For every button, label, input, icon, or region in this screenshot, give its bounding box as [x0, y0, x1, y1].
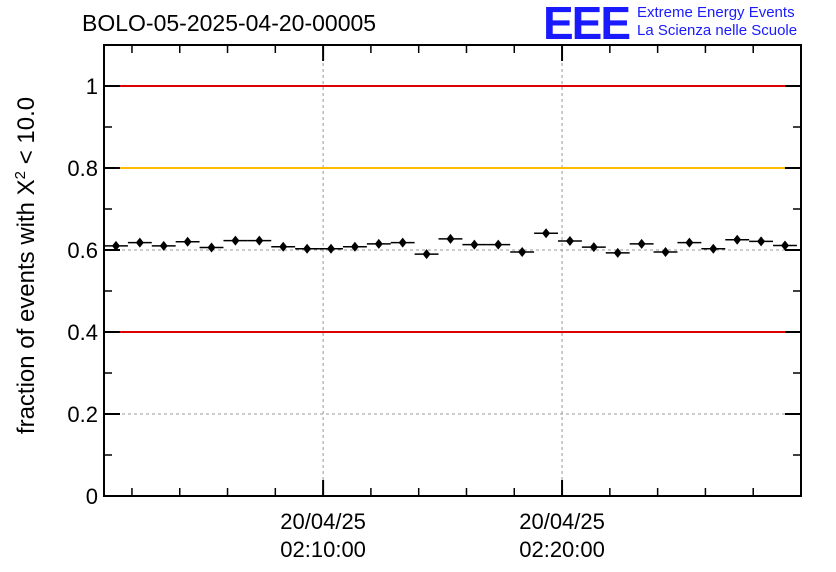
data-point: [446, 233, 455, 244]
data-point: [111, 240, 120, 251]
y-tick-label: 0.4: [67, 320, 98, 345]
data-point: [183, 236, 192, 247]
data-point: [135, 237, 144, 248]
data-point: [780, 240, 789, 251]
data-point: [518, 247, 527, 258]
data-point: [326, 243, 335, 254]
chart-title: BOLO-05-2025-04-20-00005: [82, 10, 377, 36]
data-point: [661, 247, 670, 258]
y-tick-label: 0.6: [67, 238, 98, 263]
logo-caption-line1: Extreme Energy Events: [637, 4, 795, 21]
y-axis-label-exponent: 2: [12, 171, 29, 179]
y-tick-label: 1: [86, 74, 98, 99]
threshold-layer: [104, 85, 801, 333]
y-tick-label: 0.2: [67, 402, 98, 427]
data-point: [637, 238, 646, 249]
data-point: [709, 243, 718, 254]
data-point: [398, 237, 407, 248]
logo-caption: Extreme Energy Events La Scienza nelle S…: [637, 4, 797, 40]
data-point: [303, 243, 312, 254]
data-point: [494, 239, 503, 250]
data-point: [757, 236, 766, 247]
y-tick-label: 0: [86, 484, 98, 509]
y-axis-label: fraction of events with X2 < 10.0: [12, 97, 40, 434]
data-point: [733, 234, 742, 245]
y-tick-label: 0.8: [67, 156, 98, 181]
y-axis-label-symbol: X: [13, 179, 40, 195]
data-point: [350, 241, 359, 252]
x-tick-date-label: 20/04/25: [280, 509, 366, 534]
points-layer: [104, 228, 797, 260]
eee-logo: EEE: [543, 0, 631, 49]
x-tick-date-label: 20/04/25: [519, 509, 605, 534]
ticks-layer: 0 0.2 0.4 0.6 0.8 1 20/04/25 02:10:00 20/04/25 02…: [67, 45, 801, 562]
logo-caption-line2: La Scienza nelle Scuole: [637, 22, 798, 39]
data-point: [589, 242, 598, 253]
data-point: [422, 249, 431, 260]
data-point: [159, 240, 168, 251]
data-point: [470, 239, 479, 250]
plot-frame: [103, 44, 802, 497]
data-point: [279, 241, 288, 252]
data-point: [255, 235, 264, 246]
data-point: [231, 235, 240, 246]
data-point: [565, 235, 574, 246]
x-tick-time-label: 02:10:00: [280, 537, 366, 562]
data-point: [685, 237, 694, 248]
data-point: [613, 247, 622, 258]
data-point: [207, 242, 216, 253]
y-axis-label-suffix: < 10.0: [13, 97, 40, 171]
y-axis-label-prefix: fraction of events with: [13, 195, 40, 434]
grid-layer: [104, 45, 801, 496]
x-tick-time-label: 02:20:00: [519, 537, 605, 562]
data-point: [374, 238, 383, 249]
data-point: [542, 228, 551, 239]
